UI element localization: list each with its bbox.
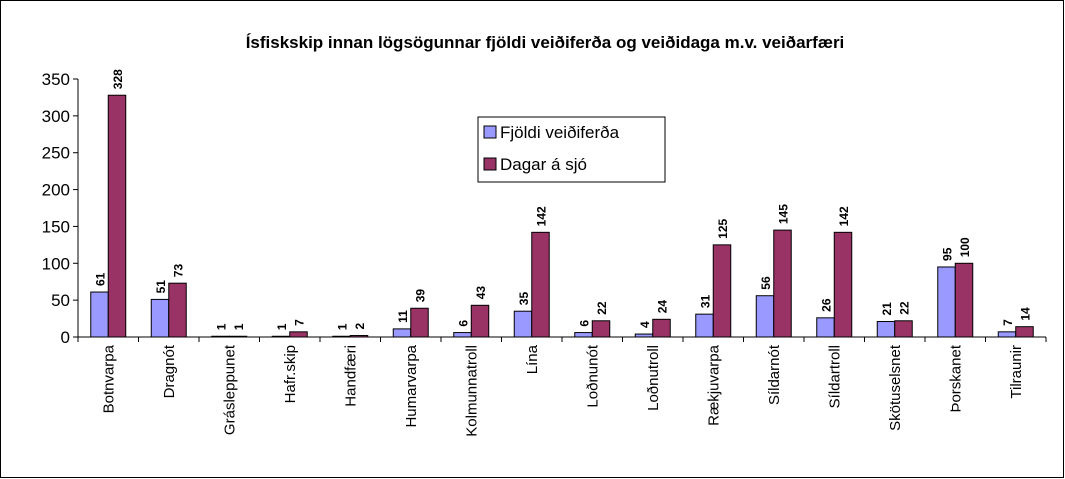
bar: [392, 328, 412, 338]
bar: [574, 332, 593, 338]
legend-label: Dagar á sjó: [500, 155, 587, 174]
value-label: 6: [578, 320, 592, 327]
value-label: 145: [777, 204, 791, 224]
x-tick-label: Kolmunnatroll: [463, 345, 480, 437]
value-label: 1: [275, 323, 289, 330]
bar: [712, 244, 732, 338]
value-label: 1: [215, 323, 229, 330]
legend-box: [477, 116, 666, 183]
legend-swatch: [483, 157, 497, 171]
bar: [652, 318, 671, 338]
x-tick-label: Botnvarpa: [100, 344, 117, 413]
x-tick-label: Dragnót: [161, 344, 178, 398]
bar: [531, 231, 550, 338]
bar: [695, 313, 714, 338]
bar: [453, 332, 472, 338]
y-tick-label: 350: [42, 70, 70, 89]
value-label: 328: [111, 69, 125, 89]
y-tick-label: 200: [42, 181, 70, 200]
chart-title: Ísfiskskip innan lögsögunnar fjöldi veið…: [246, 33, 845, 52]
x-tick-label: Þorskanet: [947, 344, 964, 412]
bar: [954, 262, 974, 338]
x-tick-label: Loðnunót: [584, 344, 601, 407]
bar: [271, 335, 291, 338]
x-tick-label: Grásleppunet: [221, 344, 238, 435]
value-label: 26: [820, 298, 834, 312]
bar: [937, 266, 956, 338]
x-tick-label: Lína: [524, 344, 541, 374]
value-label: 43: [474, 286, 488, 300]
bar: [211, 335, 230, 338]
bar: [591, 320, 611, 338]
value-label: 31: [699, 294, 713, 308]
value-label: 125: [716, 219, 730, 239]
bar: [168, 282, 187, 338]
y-tick-label: 50: [51, 291, 70, 310]
value-label: 56: [759, 276, 773, 290]
y-tick-label: 100: [42, 254, 70, 273]
value-label: 22: [898, 301, 912, 315]
bar: [107, 94, 127, 338]
value-label: 14: [1019, 307, 1033, 321]
x-tick-label: Tilraunir: [1008, 345, 1025, 399]
value-label: 22: [595, 301, 609, 315]
bar: [228, 335, 248, 338]
value-label: 35: [517, 292, 531, 306]
x-tick-label: Rækjuvarpa: [705, 344, 722, 426]
value-label: 61: [94, 272, 108, 286]
bar: [773, 229, 792, 338]
bar: [513, 310, 533, 338]
bar: [332, 335, 351, 338]
value-label: 100: [958, 237, 972, 257]
value-label: 11: [396, 310, 410, 323]
value-label: 24: [656, 300, 670, 314]
bar: [289, 331, 308, 338]
y-tick-label: 300: [42, 107, 70, 126]
x-tick-label: Síldarnót: [766, 344, 783, 405]
bar: [894, 320, 913, 338]
x-tick-label: Skötuselsnet: [887, 344, 904, 431]
bar: [755, 295, 775, 338]
bar: [833, 231, 853, 338]
bar: [90, 291, 109, 338]
value-label: 142: [837, 206, 851, 226]
bar: [876, 321, 896, 338]
bar: [634, 333, 654, 338]
bar: [816, 317, 835, 338]
legend-swatch: [483, 125, 497, 139]
bar: [997, 331, 1017, 338]
y-tick-label: 150: [42, 217, 70, 236]
bar: [150, 298, 170, 338]
value-label: 4: [638, 321, 652, 328]
value-label: 6: [457, 320, 471, 327]
x-tick-label: Humarvarpa: [403, 344, 420, 427]
value-label: 142: [535, 206, 549, 226]
value-label: 2: [353, 323, 367, 330]
y-tick-label: 250: [42, 144, 70, 163]
value-label: 21: [880, 302, 894, 316]
value-label: 39: [414, 289, 428, 303]
value-label: 73: [172, 264, 186, 278]
bar: [1015, 326, 1034, 338]
x-tick-label: Handfæri: [342, 345, 359, 407]
value-label: 95: [941, 247, 955, 261]
legend-label: Fjöldi veiðiferða: [500, 123, 620, 142]
bar: [470, 304, 490, 338]
x-tick-label: Hafr.skip: [282, 345, 299, 403]
y-tick-label: 0: [61, 328, 70, 347]
x-tick-label: Síldartroll: [826, 345, 843, 408]
x-tick-label: Loðnutroll: [645, 345, 662, 411]
value-label: 1: [336, 323, 350, 330]
bar: [349, 335, 369, 338]
bar: [410, 307, 429, 338]
value-label: 7: [1001, 319, 1015, 326]
value-label: 7: [293, 319, 307, 326]
value-label: 51: [154, 280, 168, 294]
value-label: 1: [232, 323, 246, 330]
